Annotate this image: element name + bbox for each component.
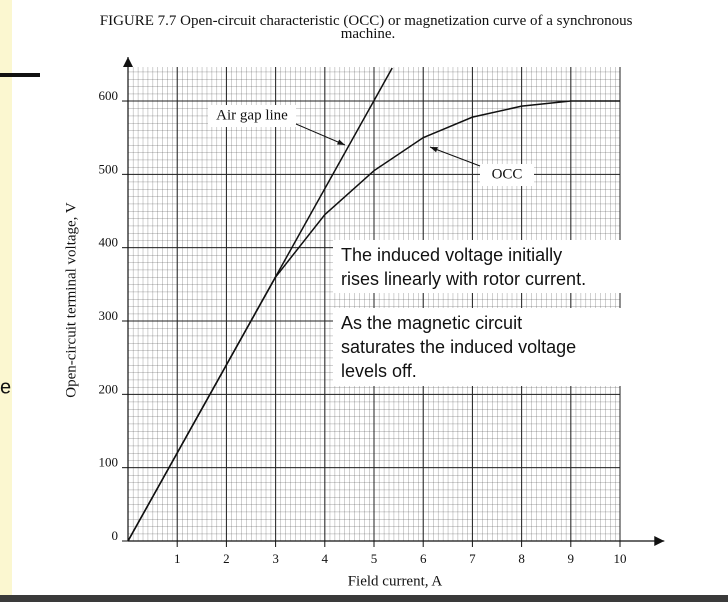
series-label: Air gap line — [216, 107, 288, 123]
series-label: OCC — [492, 166, 523, 182]
y-tick-label: 400 — [99, 235, 119, 250]
annotation-text: rises linearly with rotor current. — [341, 269, 586, 289]
title-line: machine. — [341, 26, 396, 42]
slide-footer — [0, 595, 728, 602]
label-arrow — [295, 123, 346, 146]
label-arrowhead — [430, 147, 438, 153]
series-line — [127, 100, 620, 542]
x-tick-label: 3 — [272, 551, 279, 566]
side-text: e — [0, 376, 11, 398]
annotation-box — [333, 308, 625, 386]
x-tick-label: 4 — [322, 551, 329, 566]
x-axis-arrow — [654, 536, 665, 546]
annotation-text: As the magnetic circuit — [341, 313, 522, 333]
annotation-box — [333, 240, 625, 293]
x-axis-label: Field current, A — [348, 573, 443, 589]
annotation-text: The induced voltage initially — [341, 245, 562, 265]
x-tick-label: 6 — [420, 551, 427, 566]
label-arrowhead — [337, 139, 345, 145]
x-tick-label: 7 — [469, 551, 476, 566]
annotation-text: saturates the induced voltage — [341, 337, 576, 357]
label-box — [480, 164, 534, 186]
y-axis-arrow — [123, 57, 133, 68]
y-tick-label: 600 — [99, 88, 119, 103]
y-tick-label: 200 — [99, 381, 119, 396]
title-line: FIGURE 7.7 Open-circuit characteristic (… — [100, 13, 633, 29]
y-tick-label: 100 — [99, 455, 119, 470]
x-tick-label: 9 — [568, 551, 575, 566]
y-tick-label: 0 — [112, 528, 119, 543]
x-tick-label: 8 — [518, 551, 525, 566]
y-axis-label: Open-circuit terminal voltage, V — [63, 202, 79, 398]
slide-strip — [0, 0, 12, 595]
label-box — [208, 105, 296, 127]
slide-rule — [0, 73, 40, 77]
x-tick-label: 2 — [223, 551, 230, 566]
label-arrow — [429, 146, 481, 167]
x-tick-label: 5 — [371, 551, 378, 566]
y-tick-label: 300 — [99, 308, 119, 323]
plot: 0 100 200 300 400 500 600 1 2 3 4 5 6 7 8 9 10 Field curr… — [63, 57, 665, 589]
x-tick-label: 10 — [614, 551, 627, 566]
annotation-text: levels off. — [341, 361, 417, 381]
chart-title: FIGURE 7.7 Open-circuit characteristic (… — [100, 13, 637, 42]
x-tick-label: 1 — [174, 551, 181, 566]
y-tick-label: 500 — [99, 161, 119, 176]
